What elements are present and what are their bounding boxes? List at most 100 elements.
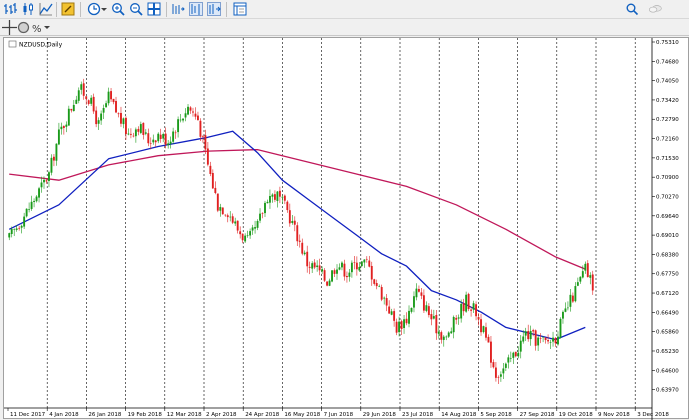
candle <box>333 268 336 277</box>
chart-shift-right-icon[interactable] <box>206 1 222 17</box>
candle <box>413 291 415 313</box>
candle <box>534 329 537 351</box>
zoom-out-icon[interactable] <box>128 1 144 17</box>
chat-icon[interactable] <box>644 1 666 17</box>
candle <box>206 141 209 167</box>
candle <box>120 106 122 127</box>
candle <box>385 293 388 312</box>
candles-icon[interactable] <box>20 1 36 17</box>
candle <box>492 359 495 369</box>
candle <box>584 261 587 274</box>
circle-icon[interactable] <box>16 20 31 35</box>
candle <box>524 327 527 341</box>
price-tick-label: 0.75310 <box>656 40 679 46</box>
candle <box>348 269 351 282</box>
candle <box>25 208 28 218</box>
price-tick-label: 0.69640 <box>656 214 679 220</box>
candle <box>283 194 286 205</box>
time-tick-label: 12 Mar 2018 <box>167 412 202 418</box>
line-chart-icon[interactable] <box>38 1 54 17</box>
candle <box>470 306 473 317</box>
auto-scroll-icon[interactable] <box>170 1 186 17</box>
candle <box>134 127 137 143</box>
candle <box>100 110 103 125</box>
candle <box>249 228 252 239</box>
candle <box>316 260 319 272</box>
chevron-down-icon[interactable] <box>100 1 108 17</box>
candle <box>204 129 207 155</box>
price-tick-label: 0.65860 <box>656 330 679 336</box>
candle <box>331 270 333 283</box>
time-tick-label: 19 Oct 2018 <box>559 412 594 418</box>
time-tick-label: 26 Jan 2018 <box>88 412 121 418</box>
objects-icon[interactable]: % <box>32 20 52 35</box>
candle <box>8 232 11 241</box>
candle <box>125 116 127 140</box>
candle <box>137 126 140 136</box>
candle <box>169 136 172 149</box>
candle <box>251 224 254 235</box>
candle <box>152 134 155 145</box>
bar-chart-icon[interactable] <box>2 1 18 17</box>
candle <box>544 337 547 344</box>
candle <box>23 212 26 229</box>
main-toolbar <box>0 0 689 19</box>
candle <box>306 245 309 273</box>
chart-window[interactable]: 0.75310 0.74680 0.74050 0.73420 0.72790 0.721… <box>3 37 689 420</box>
candle <box>192 107 194 117</box>
price-tick-label: 0.72790 <box>656 117 679 123</box>
candle <box>189 106 192 114</box>
candle <box>48 170 50 188</box>
candle <box>430 309 433 326</box>
candle <box>554 337 557 347</box>
candle <box>234 217 237 227</box>
candle <box>395 318 398 336</box>
tile-windows-icon[interactable] <box>146 1 162 17</box>
secondary-toolbar: % <box>0 19 689 36</box>
candle <box>589 272 592 285</box>
candle <box>122 117 125 129</box>
candle <box>10 226 13 238</box>
candle <box>529 325 532 346</box>
candle <box>149 137 152 150</box>
candle <box>450 327 453 334</box>
search-icon[interactable] <box>624 1 640 17</box>
candle <box>485 322 487 341</box>
candle <box>179 114 182 123</box>
candle <box>363 259 366 268</box>
candle <box>211 169 214 189</box>
candle <box>60 122 63 135</box>
candle <box>465 291 468 313</box>
candle <box>214 181 217 195</box>
candle <box>370 261 373 286</box>
candle <box>301 238 304 256</box>
price-tick-label: 0.71530 <box>656 156 679 162</box>
candle <box>462 298 465 316</box>
candle <box>75 95 78 105</box>
zoom-in-icon[interactable] <box>110 1 126 17</box>
ma-slow-path <box>9 148 586 270</box>
candle <box>418 285 420 293</box>
autotrading-icon[interactable] <box>60 1 76 17</box>
candle <box>147 128 150 147</box>
chart-shift-icon[interactable] <box>188 1 204 17</box>
candle <box>368 255 371 268</box>
candle <box>187 104 189 116</box>
candle <box>564 302 567 313</box>
candle <box>547 334 550 345</box>
price-tick-label: 0.73420 <box>656 98 679 104</box>
candle <box>197 111 199 121</box>
price-tick-label: 0.70900 <box>656 175 679 181</box>
price-chart[interactable]: 0.75310 0.74680 0.74050 0.73420 0.72790 0.721… <box>4 38 689 420</box>
candle <box>87 99 90 106</box>
time-axis: 11 Dec 2017 4 Jan 2018 26 Jan 2018 19 Feb 2… <box>4 407 669 418</box>
candle <box>559 317 562 339</box>
crosshair-icon[interactable] <box>2 20 17 35</box>
candle <box>172 127 175 144</box>
candle <box>105 100 108 108</box>
candle <box>393 308 396 327</box>
candle <box>326 280 329 287</box>
candle <box>405 312 408 326</box>
templates-icon[interactable] <box>232 1 248 17</box>
clock-icon[interactable] <box>86 1 102 17</box>
